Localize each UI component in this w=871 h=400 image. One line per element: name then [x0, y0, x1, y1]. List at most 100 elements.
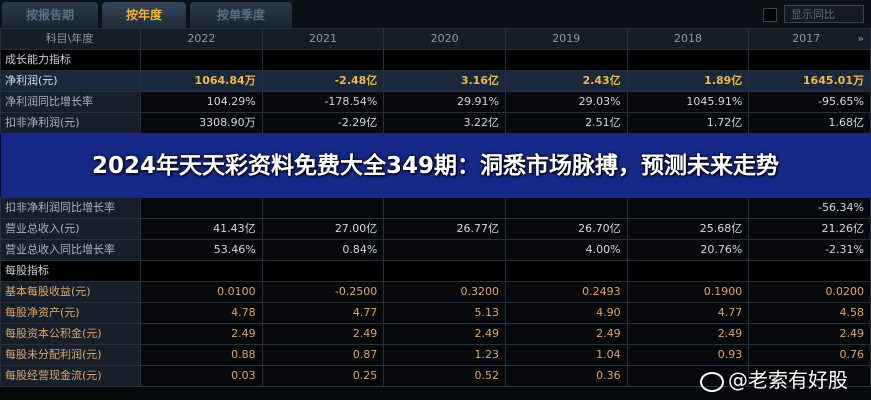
table-cell: 4.77	[626, 302, 750, 324]
show-yoy-button[interactable]: 显示同比	[784, 5, 864, 23]
table-cell: 0.03	[140, 365, 263, 387]
year-header[interactable]: 2018	[626, 28, 750, 50]
year-header[interactable]: 2020	[383, 28, 506, 50]
tab-by-report-period[interactable]: 按报告期	[2, 2, 98, 28]
table-cell: 0.0200	[748, 281, 871, 303]
table-cell: 0.76	[748, 344, 871, 366]
table-cell: 0.93	[626, 344, 750, 366]
table-row: 基本每股收益(元) 0.0100 -0.2500 0.3200 0.2493 0.1900…	[0, 281, 871, 303]
year-header[interactable]: 2021	[261, 28, 385, 50]
header-label: 科目\年度	[0, 28, 141, 50]
table-cell: 5.13	[383, 302, 506, 324]
table-row: 扣非净利润(元) 3308.90万 -2.29亿 3.22亿 2.51亿 1.72亿 1.6…	[0, 112, 871, 134]
table-cell: 0.2493	[504, 281, 628, 303]
tab-by-quarter[interactable]: 按单季度	[190, 2, 292, 28]
title-banner: 2024年天天彩资料免费大全349期：洞悉市场脉搏，预测未来走势	[0, 133, 871, 198]
table-cell	[383, 49, 506, 71]
table-cell: -178.54%	[261, 91, 385, 113]
row-label: 扣非净利润同比增长率	[0, 197, 141, 219]
table-cell: 20.76%	[626, 239, 750, 261]
weibo-icon	[700, 371, 724, 392]
table-cell	[383, 260, 506, 282]
overlay-title: 2024年天天彩资料免费大全349期：洞悉市场脉搏，预测未来走势	[91, 152, 780, 179]
table-row: 每股经营现金流(元) 0.03 0.25 0.52 0.36	[0, 365, 871, 387]
table-cell: 1.89亿	[626, 70, 750, 92]
title-banner-cell: 2024年天天彩资料免费大全349期：洞悉市场脉搏，预测未来走势	[0, 133, 871, 198]
table-cell	[140, 197, 263, 219]
table-cell: 0.1900	[626, 281, 750, 303]
table-row: 营业总收入同比增长率 53.46% 0.84% 4.00% 20.76% -2.31%	[0, 239, 871, 261]
table-cell: -95.65%	[748, 91, 871, 113]
row-label: 净利润同比增长率	[0, 91, 141, 113]
table-row: 营业总收入(元) 41.43亿 27.00亿 26.77亿 26.70亿 25.68亿 21…	[0, 218, 871, 240]
row-label: 营业总收入同比增长率	[0, 239, 141, 261]
table-cell	[261, 260, 385, 282]
year-label: 2017	[792, 32, 821, 45]
table-cell: 53.46%	[140, 239, 263, 261]
year-header[interactable]: 2022	[140, 28, 263, 50]
table-cell: 26.70亿	[504, 218, 628, 240]
row-label: 每股经营现金流(元)	[0, 365, 141, 387]
table-cell: -2.31%	[748, 239, 871, 261]
table-row: 每股净资产(元) 4.78 4.77 5.13 4.90 4.77 4.58	[0, 302, 871, 324]
row-label: 每股资本公积金(元)	[0, 323, 141, 345]
table-cell: 3.22亿	[383, 112, 506, 134]
table-cell	[504, 260, 628, 282]
row-label: 营业总收入(元)	[0, 218, 141, 240]
table-cell: 0.25	[261, 365, 385, 387]
table-cell: 0.52	[383, 365, 506, 387]
table-cell	[140, 260, 263, 282]
table-cell: 29.03%	[504, 91, 628, 113]
table-cell: 0.0100	[140, 281, 263, 303]
table-cell	[748, 260, 871, 282]
table-row: 净利润同比增长率 104.29% -178.54% 29.91% 29.03% 1045.…	[0, 91, 871, 113]
table-cell: 1.04	[504, 344, 628, 366]
table-cell: 4.90	[504, 302, 628, 324]
row-label: 成长能力指标	[0, 49, 141, 71]
table-row: 扣非净利润同比增长率 -56.34%	[0, 197, 871, 219]
show-yoy-checkbox[interactable]	[763, 8, 777, 22]
table-row: 每股资本公积金(元) 2.49 2.49 2.49 2.49 2.49 2.49	[0, 323, 871, 345]
table-cell: -0.2500	[261, 281, 385, 303]
table-cell: 1645.01万	[748, 70, 871, 92]
table-cell: 2.51亿	[504, 112, 628, 134]
table-cell: 104.29%	[140, 91, 263, 113]
row-label: 每股净资产(元)	[0, 302, 141, 324]
table-cell: 3.16亿	[383, 70, 506, 92]
table-cell	[748, 49, 871, 71]
table-cell	[748, 365, 871, 387]
table-cell	[626, 260, 750, 282]
year-header[interactable]: 2017 »	[748, 28, 871, 50]
table-cell: 0.84%	[261, 239, 385, 261]
table-cell: 0.3200	[383, 281, 506, 303]
table-cell: 0.88	[140, 344, 263, 366]
table-cell	[504, 49, 628, 71]
table-cell: 26.77亿	[383, 218, 506, 240]
table-cell: 21.26亿	[748, 218, 871, 240]
tab-by-year[interactable]: 按年度	[102, 2, 186, 28]
table-cell: 2.49	[140, 323, 263, 345]
table-cell	[626, 49, 750, 71]
table-row: 净利润(元) 1064.84万 -2.48亿 3.16亿 2.43亿 1.89亿 1645.…	[0, 70, 871, 92]
table-cell: 1064.84万	[140, 70, 263, 92]
table-cell: 1.23	[383, 344, 506, 366]
table-cell: 2.49	[504, 323, 628, 345]
table-cell: 2.49	[383, 323, 506, 345]
section-row: 成长能力指标	[0, 49, 871, 71]
table-cell: -2.48亿	[261, 70, 385, 92]
section-row: 每股指标	[0, 260, 871, 282]
table-cell: 4.77	[261, 302, 385, 324]
table-cell: 27.00亿	[261, 218, 385, 240]
table-cell: 0.36	[504, 365, 628, 387]
table-cell: 3308.90万	[140, 112, 263, 134]
table-header-row: 科目\年度 2022 2021 2020 2019 2018 2017 »	[0, 28, 871, 50]
table-cell: 1.68亿	[748, 112, 871, 134]
more-years-icon[interactable]: »	[857, 32, 864, 45]
table-cell	[626, 197, 750, 219]
table-cell: -2.29亿	[261, 112, 385, 134]
watermark: @老索有好股	[700, 368, 848, 392]
financial-table: 科目\年度 2022 2021 2020 2019 2018 2017 » 成长能…	[0, 28, 871, 387]
table-cell	[383, 239, 506, 261]
year-header[interactable]: 2019	[504, 28, 628, 50]
table-cell: 0.87	[261, 344, 385, 366]
